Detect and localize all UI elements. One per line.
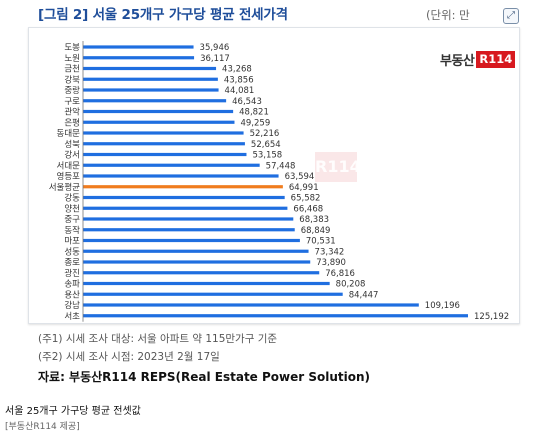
category-label: 강동 xyxy=(64,193,80,204)
value-label: 109,196 xyxy=(425,301,460,311)
unit-label: (단위: 만 xyxy=(426,8,470,22)
bar xyxy=(83,217,294,221)
bar xyxy=(83,292,343,296)
value-label: 64,991 xyxy=(289,183,319,193)
value-label: 73,342 xyxy=(315,247,345,257)
value-label: 68,383 xyxy=(299,215,329,225)
value-label: 70,531 xyxy=(306,237,336,247)
value-label: 66,468 xyxy=(293,204,323,214)
value-label: 76,816 xyxy=(325,269,355,279)
image-credit: [부동산R114 제공] xyxy=(5,422,80,432)
bar xyxy=(83,228,295,232)
r114-logo: 부동산 R114 xyxy=(440,50,516,69)
page-title: [그림 2] 서울 25개구 가구당 평균 전세가격 xyxy=(38,7,288,23)
category-label: 영등포 xyxy=(57,171,81,182)
bar xyxy=(83,120,235,124)
category-label: 광진 xyxy=(64,268,80,279)
category-label: 강서 xyxy=(64,150,80,161)
logo-text: 부동산 xyxy=(440,54,475,69)
category-label: 강남 xyxy=(64,300,80,311)
category-label: 종로 xyxy=(64,258,80,268)
bar xyxy=(83,45,194,49)
bar xyxy=(83,174,279,178)
value-label: 52,654 xyxy=(251,140,281,150)
value-label: 63,594 xyxy=(285,172,315,182)
image-caption: 서울 25개구 가구당 평균 전셋값 xyxy=(5,406,141,417)
bar xyxy=(83,281,330,286)
bar xyxy=(83,99,227,103)
bar-highlight xyxy=(83,185,283,189)
category-label: 양천 xyxy=(64,203,80,214)
bar xyxy=(83,77,218,81)
category-label: 송파 xyxy=(64,280,80,290)
value-label: 53,158 xyxy=(252,151,282,161)
value-label: 80,208 xyxy=(336,280,366,290)
bar xyxy=(83,142,245,146)
bar xyxy=(83,249,309,253)
category-label: 서울평균 xyxy=(49,182,80,193)
bar xyxy=(83,109,234,114)
bar xyxy=(83,303,419,307)
category-label: 노원 xyxy=(64,54,80,64)
value-label: 52,216 xyxy=(250,129,280,139)
category-label: 도봉 xyxy=(64,43,80,53)
watermark: R114 xyxy=(315,152,361,182)
value-label: 84,447 xyxy=(349,290,379,300)
value-label: 65,582 xyxy=(291,194,321,204)
bar xyxy=(83,195,285,200)
value-label: 44,081 xyxy=(225,86,255,96)
source-line: 자료: 부동산R114 REPS(Real Estate Power Solut… xyxy=(38,370,371,384)
value-label: 125,192 xyxy=(474,312,509,322)
value-label: 46,543 xyxy=(232,97,262,107)
value-label: 35,946 xyxy=(200,43,230,53)
category-label: 서초 xyxy=(64,312,80,322)
value-label: 43,856 xyxy=(224,75,254,85)
bar xyxy=(83,152,247,157)
category-label: 금천 xyxy=(64,64,80,75)
category-label: 성북 xyxy=(64,140,80,150)
category-label: 서대문 xyxy=(57,161,81,171)
category-label: 구로 xyxy=(64,97,80,107)
category-label: 용산 xyxy=(64,289,80,300)
bar xyxy=(83,88,219,92)
category-label: 마포 xyxy=(64,237,80,247)
bar xyxy=(83,131,244,135)
value-label: 73,890 xyxy=(316,258,346,268)
logo-badge: R114 xyxy=(476,51,516,68)
category-label: 중랑 xyxy=(64,85,80,96)
value-label: 68,849 xyxy=(301,226,331,236)
bar xyxy=(83,163,260,167)
bar xyxy=(83,260,311,264)
category-label: 관악 xyxy=(64,107,80,118)
bar xyxy=(83,206,288,210)
bar xyxy=(83,66,217,71)
value-label: 36,117 xyxy=(200,54,230,64)
bar xyxy=(83,238,300,243)
category-label: 강북 xyxy=(64,74,80,85)
category-label: 은평 xyxy=(64,117,80,128)
value-label: 49,259 xyxy=(240,118,270,128)
value-label: 43,268 xyxy=(222,65,252,75)
bar xyxy=(83,314,468,318)
category-label: 성동 xyxy=(64,247,80,257)
bar-chart: 도봉 35,946 노원 36,117 금천 43,268 강북 43,856 중랑 44,081… xyxy=(49,41,509,322)
category-label: 동작 xyxy=(64,225,80,236)
category-label: 중구 xyxy=(64,215,80,225)
bar xyxy=(83,271,320,275)
value-label: 57,448 xyxy=(266,161,296,171)
bar xyxy=(83,56,195,60)
value-label: 48,821 xyxy=(239,108,269,118)
category-label: 동대문 xyxy=(57,129,81,139)
note-2: (주2) 시세 조사 시점: 2023년 2월 17일 xyxy=(38,351,220,363)
expand-icon[interactable]: ⤢ xyxy=(503,8,519,24)
note-1: (주1) 시세 조사 대상: 서울 아파트 약 115만가구 기준 xyxy=(38,333,278,345)
